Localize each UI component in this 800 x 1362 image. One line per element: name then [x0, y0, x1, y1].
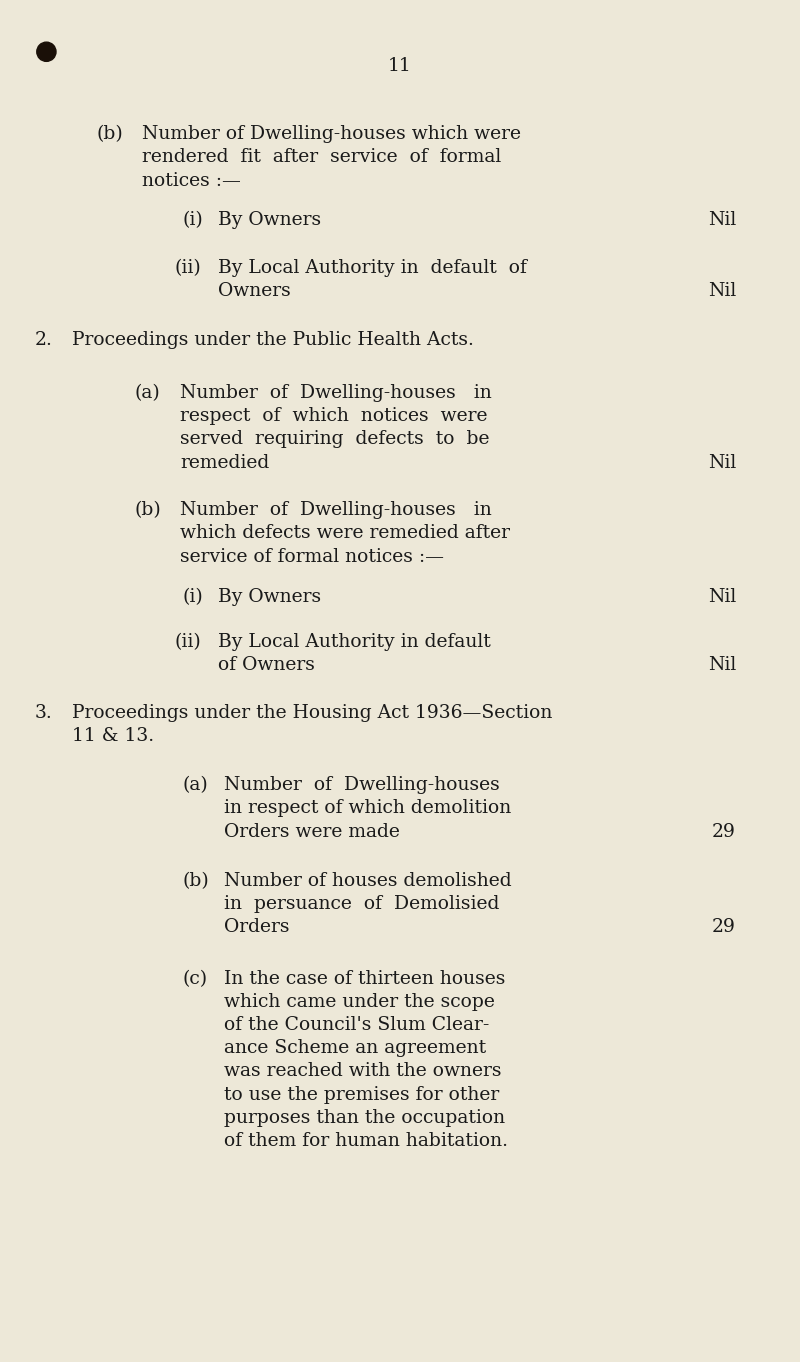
- Text: in respect of which demolition: in respect of which demolition: [224, 799, 511, 817]
- Text: By Local Authority in  default  of: By Local Authority in default of: [218, 259, 526, 276]
- Text: of Owners: of Owners: [218, 656, 314, 674]
- Text: Orders: Orders: [224, 918, 290, 936]
- Text: Nil: Nil: [708, 454, 736, 471]
- Text: Orders were made: Orders were made: [224, 823, 400, 840]
- Text: Nil: Nil: [708, 282, 736, 300]
- Text: rendered  fit  after  service  of  formal: rendered fit after service of formal: [142, 148, 502, 166]
- Text: remedied: remedied: [180, 454, 270, 471]
- Text: (a): (a): [134, 384, 160, 402]
- Text: By Owners: By Owners: [218, 588, 321, 606]
- Text: of them for human habitation.: of them for human habitation.: [224, 1132, 508, 1150]
- Text: (i): (i): [182, 211, 203, 229]
- Text: (i): (i): [182, 588, 203, 606]
- Text: Nil: Nil: [708, 588, 736, 606]
- Text: which came under the scope: which came under the scope: [224, 993, 495, 1011]
- Text: Proceedings under the Housing Act 1936—Section: Proceedings under the Housing Act 1936—S…: [72, 704, 552, 722]
- Text: of the Council's Slum Clear-: of the Council's Slum Clear-: [224, 1016, 490, 1034]
- Text: Number of Dwelling-houses which were: Number of Dwelling-houses which were: [142, 125, 522, 143]
- Text: (a): (a): [182, 776, 208, 794]
- Text: 2.: 2.: [34, 331, 52, 349]
- Text: (c): (c): [182, 970, 207, 987]
- Text: Number of houses demolished: Number of houses demolished: [224, 872, 512, 889]
- Text: 11: 11: [388, 57, 412, 75]
- Ellipse shape: [37, 42, 56, 61]
- Text: (ii): (ii): [174, 259, 201, 276]
- Text: Number  of  Dwelling-houses   in: Number of Dwelling-houses in: [180, 501, 492, 519]
- Text: to use the premises for other: to use the premises for other: [224, 1086, 499, 1103]
- Text: 3.: 3.: [34, 704, 52, 722]
- Text: In the case of thirteen houses: In the case of thirteen houses: [224, 970, 506, 987]
- Text: respect  of  which  notices  were: respect of which notices were: [180, 407, 487, 425]
- Text: which defects were remedied after: which defects were remedied after: [180, 524, 510, 542]
- Text: Owners: Owners: [218, 282, 290, 300]
- Text: By Owners: By Owners: [218, 211, 321, 229]
- Text: Nil: Nil: [708, 656, 736, 674]
- Text: ance Scheme an agreement: ance Scheme an agreement: [224, 1039, 486, 1057]
- Text: By Local Authority in default: By Local Authority in default: [218, 633, 490, 651]
- Text: service of formal notices :—: service of formal notices :—: [180, 548, 444, 565]
- Text: (b): (b): [96, 125, 122, 143]
- Text: Number  of  Dwelling-houses: Number of Dwelling-houses: [224, 776, 500, 794]
- Text: (ii): (ii): [174, 633, 201, 651]
- Text: (b): (b): [182, 872, 209, 889]
- Text: 29: 29: [712, 918, 736, 936]
- Text: 11 & 13.: 11 & 13.: [72, 727, 154, 745]
- Text: in  persuance  of  Demolisied: in persuance of Demolisied: [224, 895, 499, 913]
- Text: Nil: Nil: [708, 211, 736, 229]
- Text: purposes than the occupation: purposes than the occupation: [224, 1109, 505, 1126]
- Text: was reached with the owners: was reached with the owners: [224, 1062, 502, 1080]
- Text: notices :—: notices :—: [142, 172, 242, 189]
- Text: Proceedings under the Public Health Acts.: Proceedings under the Public Health Acts…: [72, 331, 474, 349]
- Text: Number  of  Dwelling-houses   in: Number of Dwelling-houses in: [180, 384, 492, 402]
- Text: 29: 29: [712, 823, 736, 840]
- Text: served  requiring  defects  to  be: served requiring defects to be: [180, 430, 490, 448]
- Text: (b): (b): [134, 501, 161, 519]
